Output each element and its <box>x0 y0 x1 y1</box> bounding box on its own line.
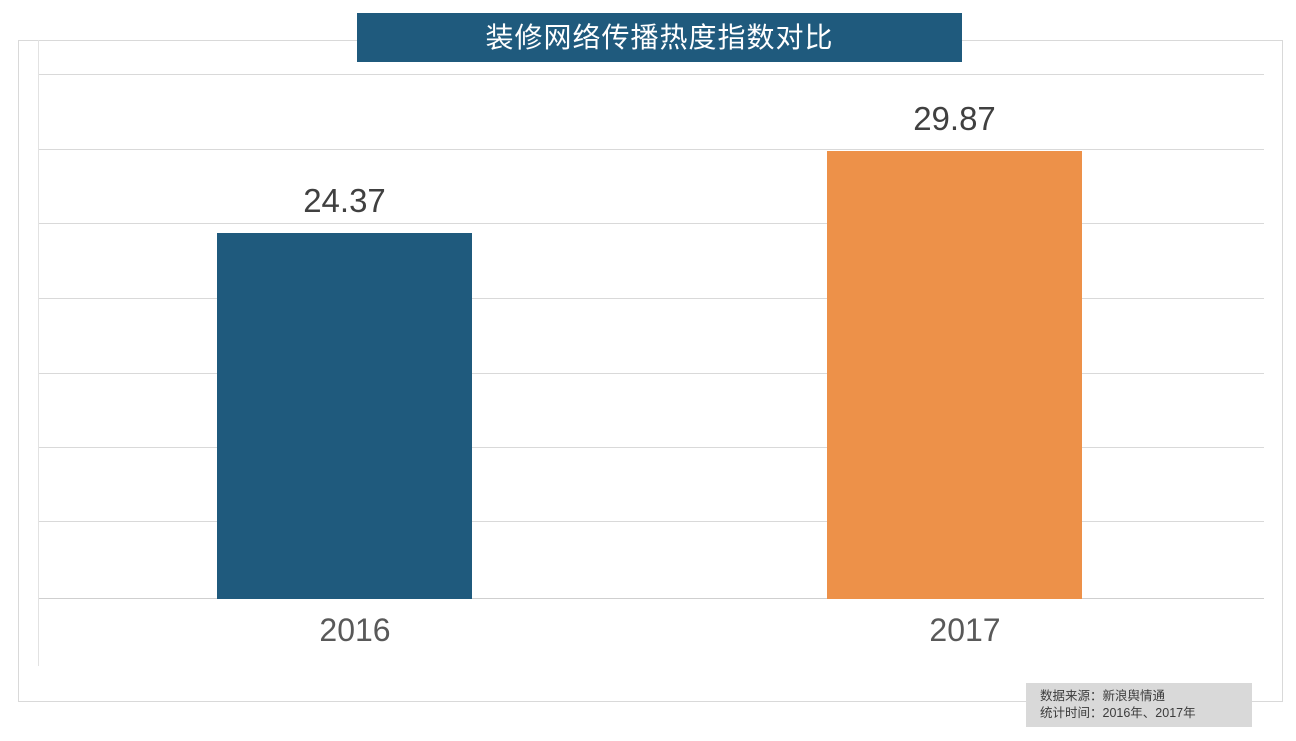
bar-value-label-2017: 29.87 <box>913 100 996 137</box>
chart-title-text: 装修网络传播热度指数对比 <box>485 21 834 53</box>
source-line: 数据来源：新浪舆情通 <box>1040 689 1166 703</box>
gridline-2 <box>39 149 1264 150</box>
x-axis-label-2016: 2016 <box>319 612 391 648</box>
bar-value-label-2016: 24.37 <box>303 182 386 219</box>
x-axis-label-2017: 2017 <box>929 612 1001 648</box>
y-axis-line <box>38 40 39 666</box>
period-line: 统计时间：2016年、2017年 <box>1040 706 1196 720</box>
axis-baseline <box>39 598 1264 599</box>
gridline-4 <box>39 298 1264 299</box>
gridline-3 <box>39 223 1264 224</box>
gridline-6 <box>39 447 1264 448</box>
bar-2017[interactable]: 29.87 <box>827 102 1082 599</box>
gridline-7 <box>39 521 1264 522</box>
bar-2016[interactable]: 24.37 <box>217 184 472 599</box>
source-note-box: 数据来源：新浪舆情通 统计时间：2016年、2017年 <box>1026 683 1252 727</box>
plot-area: 24.37 29.87 <box>39 74 1264 599</box>
gridline-1 <box>39 74 1264 75</box>
chart-title-banner: 装修网络传播热度指数对比 <box>357 13 962 62</box>
gridline-5 <box>39 373 1264 374</box>
